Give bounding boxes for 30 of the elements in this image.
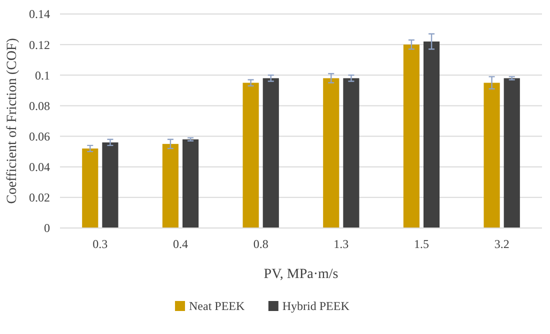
y-tick-label: 0 (44, 221, 50, 236)
legend-label: Hybrid PEEK (282, 299, 350, 314)
y-tick-label: 0.06 (29, 129, 50, 144)
bar (182, 139, 199, 228)
x-axis-title: PV, MPa·m/s (264, 267, 338, 282)
y-tick-label: 0.12 (29, 38, 50, 52)
x-tick-label: 1.3 (334, 237, 349, 251)
y-tick-label: 0.08 (29, 98, 50, 113)
x-tick-label: 0.4 (173, 237, 188, 251)
bar (102, 142, 118, 228)
bar (403, 44, 420, 228)
bar (484, 82, 500, 228)
y-axis-title: Coefficient of Friction (COF) (5, 38, 20, 204)
bar (162, 144, 178, 228)
bar (323, 78, 340, 228)
x-tick-label: 1.5 (414, 237, 429, 251)
y-tick-label: 0.1 (35, 68, 50, 82)
bar (343, 78, 360, 228)
bar (82, 148, 98, 228)
y-tick-label: 0.04 (29, 160, 50, 174)
y-tick-label: 0.14 (29, 7, 50, 22)
legend-label: Neat PEEK (189, 299, 245, 314)
x-tick-label: 0.3 (92, 237, 108, 251)
bar (424, 42, 440, 228)
x-tick-label: 0.8 (253, 237, 268, 251)
bar (504, 78, 520, 228)
x-tick-label: 3.2 (494, 237, 510, 251)
bar (242, 82, 259, 228)
bar (262, 78, 279, 228)
y-tick-label: 0.02 (29, 190, 50, 205)
